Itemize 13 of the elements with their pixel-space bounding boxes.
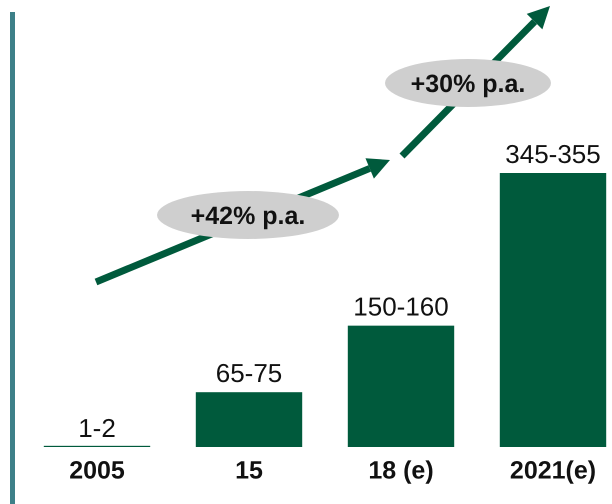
data-label: 150-160 <box>353 292 449 322</box>
bar <box>196 392 302 447</box>
x-tick-label: 2005 <box>69 456 125 484</box>
bar <box>348 326 454 447</box>
data-label: 345-355 <box>505 139 601 169</box>
annotation: +42% p.a. <box>190 202 306 230</box>
data-label: 65-75 <box>216 358 282 388</box>
data-label: 1-2 <box>78 413 116 443</box>
text: +30% p.a. <box>410 70 526 98</box>
bar <box>500 173 606 447</box>
x-tick-label: 18 (e) <box>368 456 434 484</box>
x-tick-label: 15 <box>235 456 263 484</box>
x-tick-label: 2021(e) <box>510 456 596 484</box>
